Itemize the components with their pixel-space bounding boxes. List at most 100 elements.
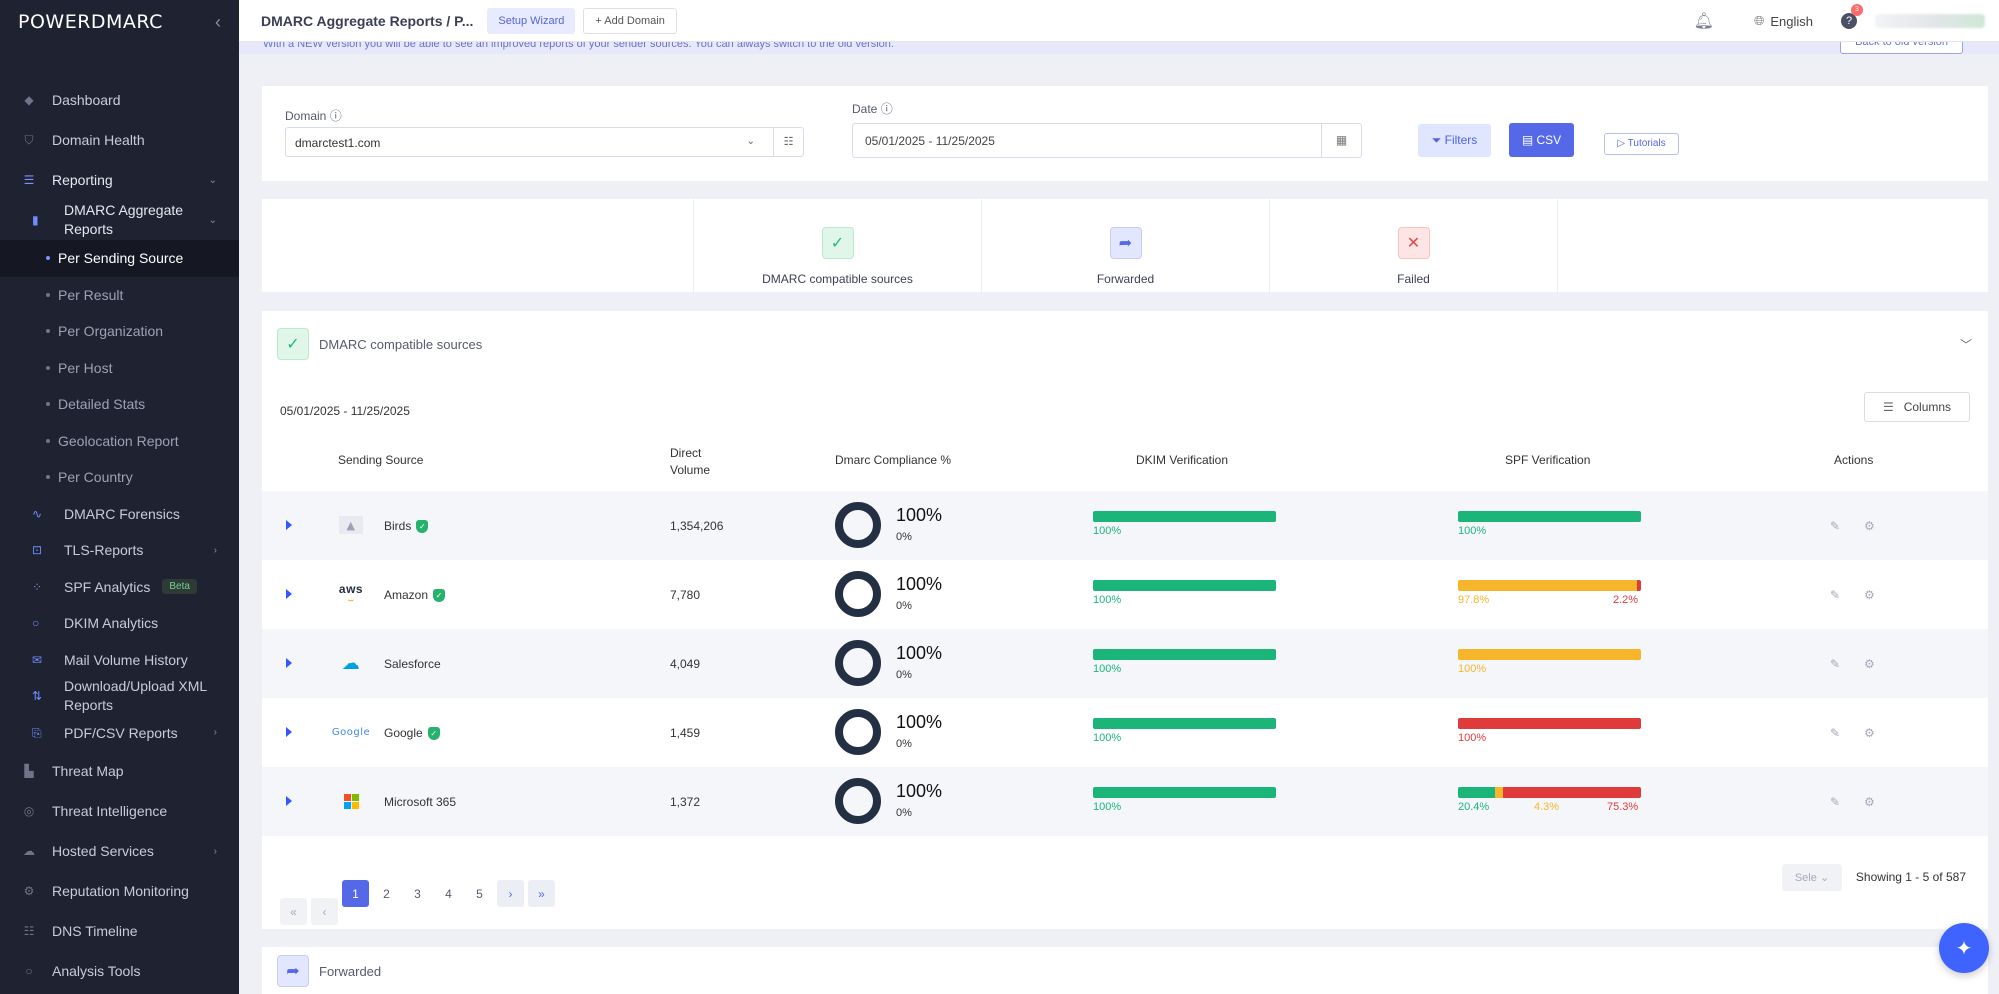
sidebar-item-per-country[interactable]: Per Country: [0, 459, 239, 496]
back-to-old-version-button[interactable]: Back to old version: [1840, 42, 1963, 54]
date-range-input[interactable]: 05/01/2025 - 11/25/2025 ▦: [852, 123, 1362, 158]
sidebar-item-per-result[interactable]: Per Result: [0, 277, 239, 314]
sidebar-item-dkim-analytics[interactable]: ○ DKIM Analytics: [0, 605, 239, 642]
sending-source-name[interactable]: Google ✓: [384, 726, 440, 740]
col-dmarc-compliance[interactable]: Dmarc Compliance %: [835, 453, 952, 467]
calendar-icon[interactable]: ▦: [1321, 124, 1361, 157]
page-button-5[interactable]: 5: [476, 886, 483, 901]
col-direct-volume[interactable]: Direct Volume: [670, 446, 711, 477]
summary-failed[interactable]: ✕ Failed: [1270, 199, 1558, 292]
gear-icon[interactable]: ⚙: [1864, 726, 1875, 740]
sidebar-item-geolocation-report[interactable]: Geolocation Report: [0, 423, 239, 460]
sidebar-item-dmarc-aggregate[interactable]: ▮ DMARC Aggregate Reports ⌄: [0, 200, 239, 240]
sidebar-item-mail-volume-history[interactable]: ✉ Mail Volume History: [0, 642, 239, 679]
filters-button[interactable]: ⏷ Filters: [1418, 124, 1491, 157]
dkim-verification-bar[interactable]: [1093, 649, 1276, 660]
col-spf-verification[interactable]: SPF Verification: [1505, 453, 1591, 467]
sidebar-item-threat-intelligence[interactable]: ◎ Threat Intelligence: [0, 791, 239, 831]
prev-page-button[interactable]: ‹: [311, 898, 338, 925]
dkim-verification-bar[interactable]: [1093, 511, 1276, 522]
col-sending-source[interactable]: Sending Source: [338, 453, 424, 467]
first-page-button[interactable]: «: [280, 898, 307, 925]
user-menu[interactable]: [1875, 14, 1985, 28]
sidebar-item-per-organization[interactable]: Per Organization: [0, 313, 239, 350]
table-row[interactable]: Microsoft 365 1,372 100% 0% 100% 20.4% 4.3% 75.…: [262, 767, 1988, 836]
expand-row-icon[interactable]: [286, 727, 292, 737]
summary-spacer: [262, 199, 694, 292]
spf-verification-bar[interactable]: [1458, 787, 1641, 798]
table-row[interactable]: aws ⌣ Amazon ✓ 7,780 100% 0% 100% 97.8% 2.2% ✎ ⚙: [262, 560, 1988, 629]
sending-source-name[interactable]: Microsoft 365: [384, 795, 456, 809]
gear-icon[interactable]: ⚙: [1864, 588, 1875, 602]
expand-row-icon[interactable]: [286, 796, 292, 806]
dkim-verification-bar[interactable]: [1093, 718, 1276, 729]
table-row[interactable]: Google Google ✓ 1,459 100% 0% 100% 100% ✎ ⚙: [262, 698, 1988, 767]
add-domain-button[interactable]: + Add Domain: [583, 7, 677, 34]
col-dkim-verification[interactable]: DKIM Verification: [1136, 453, 1229, 467]
app-logo[interactable]: POWERDMARC: [18, 11, 163, 33]
chevron-down-icon[interactable]: ﹀: [1959, 338, 1972, 352]
page-button-1[interactable]: 1: [342, 880, 369, 907]
gear-icon[interactable]: ⚙: [1864, 795, 1875, 809]
document-icon: ⎘: [32, 725, 42, 740]
setup-wizard-button[interactable]: Setup Wizard: [487, 7, 576, 34]
sending-source-name[interactable]: Birds ✓: [384, 519, 429, 533]
expand-row-icon[interactable]: [286, 589, 292, 599]
help-icon[interactable]: ? 3: [1841, 4, 1863, 29]
domain-select[interactable]: dmarctest1.com ⌄ ☷: [285, 127, 804, 157]
chevron-left-icon[interactable]: ‹: [215, 11, 221, 32]
sidebar-item-pdf-csv-reports[interactable]: ⎘ PDF/CSV Reports ›: [0, 715, 239, 752]
sidebar-item-dashboard[interactable]: ◆ Dashboard: [0, 80, 239, 120]
sliders-icon[interactable]: ☷: [773, 128, 803, 156]
next-page-button[interactable]: ›: [497, 880, 524, 907]
page-button-4[interactable]: 4: [445, 886, 452, 901]
spf-verification-bar[interactable]: [1458, 649, 1641, 660]
sidebar-item-download-upload-xml[interactable]: ⇅ Download/Upload XML Reports: [0, 678, 239, 715]
bell-icon[interactable]: 🔔︎: [1693, 13, 1714, 30]
forwarded-section-header[interactable]: ➦ Forwarded: [277, 955, 381, 987]
last-page-button[interactable]: »: [528, 880, 555, 907]
sidebar-item-reputation-monitoring[interactable]: ⚙ Reputation Monitoring: [0, 871, 239, 911]
page-button-3[interactable]: 3: [414, 886, 421, 901]
columns-button[interactable]: ☰ Columns: [1864, 392, 1970, 422]
sidebar-item-analysis-tools[interactable]: ○ Analysis Tools: [0, 951, 239, 991]
page-button-2[interactable]: 2: [383, 886, 390, 901]
sidebar-item-spf-analytics[interactable]: ⁘ SPF Analytics Beta: [0, 569, 239, 606]
gear-icon[interactable]: ⚙: [1864, 519, 1875, 533]
edit-icon[interactable]: ✎: [1830, 519, 1841, 533]
table-row[interactable]: ▲ Birds ✓ 1,354,206 100% 0% 100% 100% ✎ ⚙: [262, 491, 1988, 560]
edit-icon[interactable]: ✎: [1830, 657, 1841, 671]
sidebar-item-detailed-stats[interactable]: Detailed Stats: [0, 386, 239, 423]
spf-verification-bar[interactable]: [1458, 511, 1641, 522]
expand-row-icon[interactable]: [286, 658, 292, 668]
dkim-verification-bar[interactable]: [1093, 787, 1276, 798]
edit-icon[interactable]: ✎: [1830, 795, 1841, 809]
edit-icon[interactable]: ✎: [1830, 726, 1841, 740]
expand-row-icon[interactable]: [286, 520, 292, 530]
sending-source-name[interactable]: Amazon ✓: [384, 588, 446, 602]
csv-button[interactable]: ▤ CSV: [1509, 123, 1574, 157]
dkim-verification-bar[interactable]: [1093, 580, 1276, 591]
tutorials-button[interactable]: ▷ Tutorials: [1604, 133, 1679, 155]
page-size-select[interactable]: Sele ⌄: [1782, 864, 1842, 891]
language-selector[interactable]: 🌐︎ English: [1754, 13, 1813, 29]
sidebar-item-per-sending-source[interactable]: Per Sending Source: [0, 240, 239, 277]
table-row[interactable]: ☁ Salesforce 4,049 100% 0% 100% 100% ✎ ⚙: [262, 629, 1988, 698]
summary-forwarded[interactable]: ➦ Forwarded: [982, 199, 1270, 292]
sidebar-item-tls-reports[interactable]: ⊡ TLS-Reports ›: [0, 532, 239, 569]
sidebar-item-reporting[interactable]: ☰ Reporting ⌄: [0, 160, 239, 200]
edit-icon[interactable]: ✎: [1830, 588, 1841, 602]
gear-icon[interactable]: ⚙: [1864, 657, 1875, 671]
sidebar-item-dns-timeline[interactable]: ☷ DNS Timeline: [0, 911, 239, 951]
sidebar-item-hosted-services[interactable]: ☁ Hosted Services ›: [0, 831, 239, 871]
spf-verification-bar[interactable]: [1458, 580, 1641, 591]
sidebar-item-per-host[interactable]: Per Host: [0, 350, 239, 387]
section-header[interactable]: ✓ DMARC compatible sources: [277, 328, 482, 360]
sidebar-item-threat-map[interactable]: ▙ Threat Map: [0, 751, 239, 791]
sending-source-name[interactable]: Salesforce: [384, 657, 441, 671]
ai-assistant-button[interactable]: ✦: [1939, 923, 1989, 973]
sidebar-item-domain-health[interactable]: ⛉ Domain Health: [0, 120, 239, 160]
summary-compatible[interactable]: ✓ DMARC compatible sources: [694, 199, 982, 292]
spf-verification-bar[interactable]: [1458, 718, 1641, 729]
sidebar-item-dmarc-forensics[interactable]: ∿ DMARC Forensics: [0, 496, 239, 533]
